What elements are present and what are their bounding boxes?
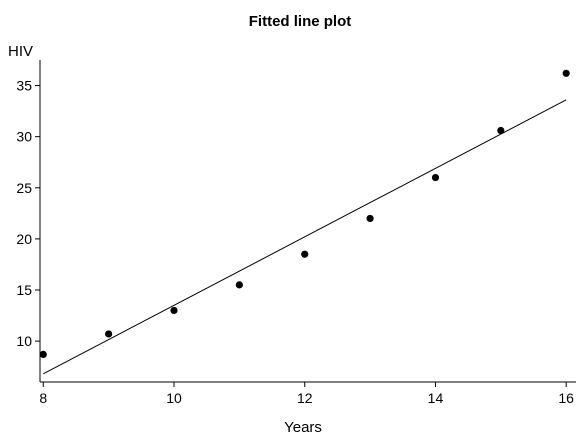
data-point (235, 281, 243, 289)
x-axis-label: Years (284, 419, 322, 436)
data-point (301, 250, 309, 258)
data-point (497, 126, 505, 135)
y-tick-label: 20 (16, 231, 32, 247)
x-tick-label: 8 (39, 390, 47, 406)
chart-title: Fitted line plot (249, 13, 352, 30)
y-tick-label: 25 (16, 180, 32, 196)
data-point (562, 69, 570, 77)
x-axis-ticks: 8 10 12 14 16 (39, 382, 574, 406)
fitted-regression-line (43, 99, 567, 375)
data-point (170, 306, 178, 315)
y-tick-label: 30 (16, 129, 32, 145)
x-tick-label: 16 (558, 390, 574, 406)
data-point (431, 173, 440, 182)
fit-line-group (43, 99, 567, 375)
data-points (39, 69, 570, 358)
y-axis-label: HIV (8, 43, 33, 60)
x-tick-label: 12 (297, 390, 313, 406)
x-tick-label: 14 (428, 390, 444, 406)
y-tick-label: 15 (16, 282, 32, 298)
data-point (105, 330, 113, 338)
data-point (39, 350, 47, 358)
axes (39, 60, 576, 383)
y-axis-ticks: 10 15 20 25 30 35 (16, 78, 40, 349)
y-tick-label: 35 (16, 78, 32, 94)
y-tick-label: 10 (16, 333, 32, 349)
data-point (366, 214, 374, 223)
x-tick-label: 10 (166, 390, 182, 406)
